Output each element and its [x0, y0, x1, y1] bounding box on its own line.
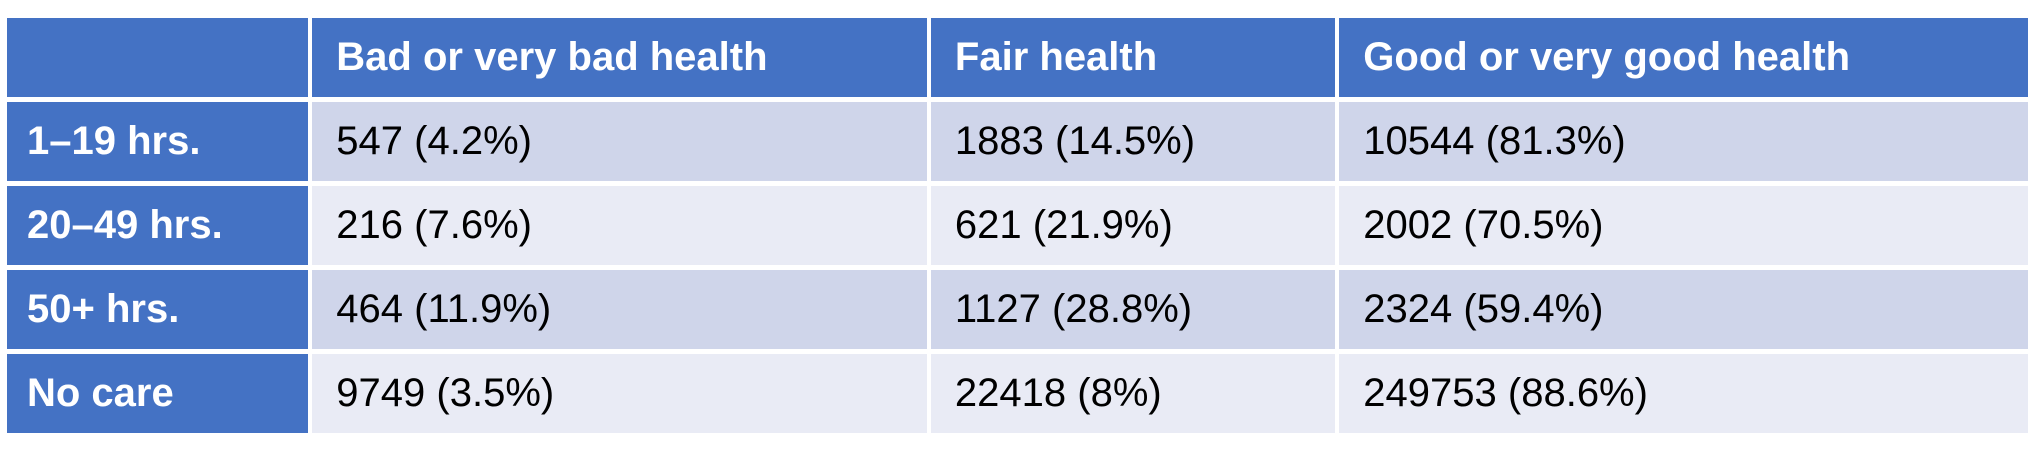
header-cell: Bad or very bad health	[312, 18, 927, 97]
header-cell	[7, 18, 309, 97]
table-cell: 621 (21.9%)	[930, 186, 1336, 265]
table-cell: 2002 (70.5%)	[1339, 186, 2028, 265]
table-body: 1–19 hrs. 547 (4.2%) 1883 (14.5%) 10544 (81…	[7, 102, 2028, 433]
header-cell: Fair health	[930, 18, 1336, 97]
table-cell: 9749 (3.5%)	[312, 354, 927, 433]
table-cell: 249753 (88.6%)	[1339, 354, 2028, 433]
table-row: 1–19 hrs. 547 (4.2%) 1883 (14.5%) 10544 (81…	[7, 102, 2028, 181]
table-cell: 1883 (14.5%)	[930, 102, 1336, 181]
header-cell: Good or very good health	[1339, 18, 2028, 97]
table-cell: 22418 (8%)	[930, 354, 1336, 433]
table-row: 20–49 hrs. 216 (7.6%) 621 (21.9%) 2002 (70.…	[7, 186, 2028, 265]
table-row: No care 9749 (3.5%) 22418 (8%) 249753 (88.6…	[7, 354, 2028, 433]
table-cell: 547 (4.2%)	[312, 102, 927, 181]
row-label: 20–49 hrs.	[7, 186, 309, 265]
health-table: Bad or very bad health Fair health Good or…	[3, 13, 2032, 438]
table-cell: 10544 (81.3%)	[1339, 102, 2028, 181]
table-row: 50+ hrs. 464 (11.9%) 1127 (28.8%) 2324 (59.…	[7, 270, 2028, 349]
table-cell: 464 (11.9%)	[312, 270, 927, 349]
row-label: No care	[7, 354, 309, 433]
header-row: Bad or very bad health Fair health Good or…	[7, 18, 2028, 97]
row-label: 1–19 hrs.	[7, 102, 309, 181]
row-label: 50+ hrs.	[7, 270, 309, 349]
table-cell: 1127 (28.8%)	[930, 270, 1336, 349]
table-cell: 2324 (59.4%)	[1339, 270, 2028, 349]
table-cell: 216 (7.6%)	[312, 186, 927, 265]
